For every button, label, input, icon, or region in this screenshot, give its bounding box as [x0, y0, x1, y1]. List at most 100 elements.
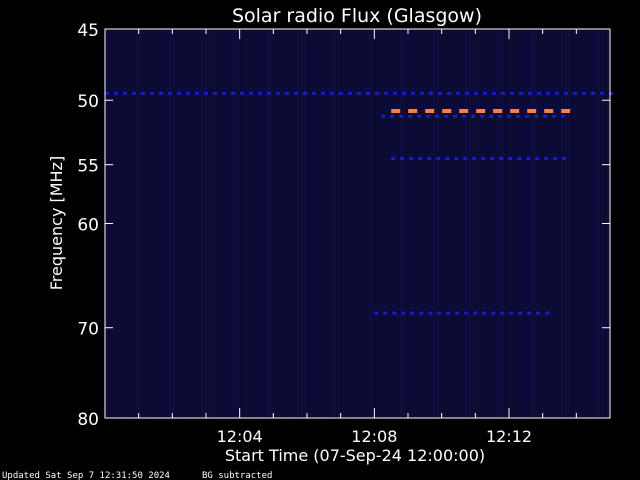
emission-segment: [419, 311, 424, 315]
emission-segment: [285, 91, 289, 95]
emission-segment: [399, 114, 404, 118]
emission-segment: [420, 91, 424, 95]
emission-segment: [472, 157, 477, 160]
emission-segment: [429, 91, 433, 95]
emission-segment: [555, 91, 559, 95]
emission-segment: [527, 311, 532, 315]
emission-segment: [222, 91, 226, 95]
emission-segment: [462, 114, 467, 118]
emission-segment: [527, 109, 537, 113]
emission-segment: [375, 91, 379, 95]
emission-segment: [490, 157, 495, 160]
emission-segment: [473, 311, 478, 315]
emission-segment: [481, 157, 486, 160]
x-axis-label: Start Time (07-Sep-24 12:00:00): [225, 446, 485, 465]
emission-segment: [516, 114, 521, 118]
emission-segment: [312, 91, 316, 95]
emission-segment: [463, 157, 468, 160]
emission-segment: [536, 311, 541, 315]
emission-segment: [231, 91, 235, 95]
emission-segment: [374, 311, 379, 315]
emission-segment: [534, 114, 539, 118]
emission-segment: [294, 91, 298, 95]
emission-segment: [464, 311, 469, 315]
emission-segment: [501, 91, 505, 95]
emission-segment: [195, 91, 199, 95]
spectrogram-background: [105, 29, 610, 418]
emission-segment: [105, 91, 109, 95]
emission-segment: [409, 157, 414, 160]
emission-segment: [168, 91, 172, 95]
emission-segment: [528, 91, 532, 95]
emission-segment: [437, 311, 442, 315]
emission-segment: [561, 109, 571, 113]
emission-segment: [591, 91, 595, 95]
x-tick-label: 12:08: [351, 427, 397, 446]
emission-segment: [177, 91, 181, 95]
footer-updated: Updated Sat Sep 7 12:31:50 2024: [2, 471, 170, 480]
emission-segment: [482, 311, 487, 315]
emission-segment: [418, 157, 423, 160]
emission-segment: [303, 91, 307, 95]
emission-segment: [483, 91, 487, 95]
emission-segment: [213, 91, 217, 95]
emission-segment: [391, 109, 401, 113]
emission-segment: [573, 91, 577, 95]
y-tick-label: 55: [77, 157, 99, 177]
emission-segment: [564, 91, 568, 95]
emission-segment: [132, 91, 136, 95]
emission-segment: [393, 91, 397, 95]
emission-segment: [465, 91, 469, 95]
emission-segment: [562, 157, 567, 160]
emission-segment: [276, 91, 280, 95]
emission-segment: [348, 91, 352, 95]
emission-segment: [402, 91, 406, 95]
emission-segment: [425, 109, 435, 113]
emission-segment: [535, 157, 540, 160]
emission-segment: [552, 114, 557, 118]
emission-segment: [401, 311, 406, 315]
emission-band: [105, 91, 613, 95]
emission-segment: [330, 91, 334, 95]
emission-segment: [339, 91, 343, 95]
emission-segment: [390, 114, 395, 118]
emission-segment: [508, 157, 513, 160]
emission-segment: [609, 91, 613, 95]
emission-segment: [392, 311, 397, 315]
y-tick-label: 70: [77, 320, 99, 340]
emission-segment: [471, 114, 476, 118]
emission-segment: [526, 157, 531, 160]
emission-segment: [357, 91, 361, 95]
emission-segment: [321, 91, 325, 95]
emission-segment: [499, 157, 504, 160]
emission-segment: [493, 109, 503, 113]
emission-segment: [561, 114, 566, 118]
emission-segment: [474, 91, 478, 95]
emission-segment: [384, 91, 388, 95]
emission-segment: [544, 109, 554, 113]
emission-segment: [408, 114, 413, 118]
emission-segment: [525, 114, 530, 118]
emission-band: [391, 109, 571, 113]
emission-segment: [428, 311, 433, 315]
emission-segment: [447, 91, 451, 95]
emission-segment: [492, 91, 496, 95]
emission-segment: [391, 157, 396, 160]
emission-segment: [500, 311, 505, 315]
y-tick-label: 60: [77, 216, 99, 236]
emission-segment: [411, 91, 415, 95]
emission-segment: [114, 91, 118, 95]
emission-segment: [543, 114, 548, 118]
emission-segment: [517, 157, 522, 160]
y-tick-label: 80: [77, 410, 99, 430]
emission-segment: [546, 91, 550, 95]
emission-segment: [455, 311, 460, 315]
emission-segment: [410, 311, 415, 315]
emission-segment: [366, 91, 370, 95]
emission-segment: [453, 114, 458, 118]
emission-segment: [444, 114, 449, 118]
emission-segment: [426, 114, 431, 118]
emission-segment: [454, 157, 459, 160]
footer-note: BG subtracted: [202, 471, 272, 480]
